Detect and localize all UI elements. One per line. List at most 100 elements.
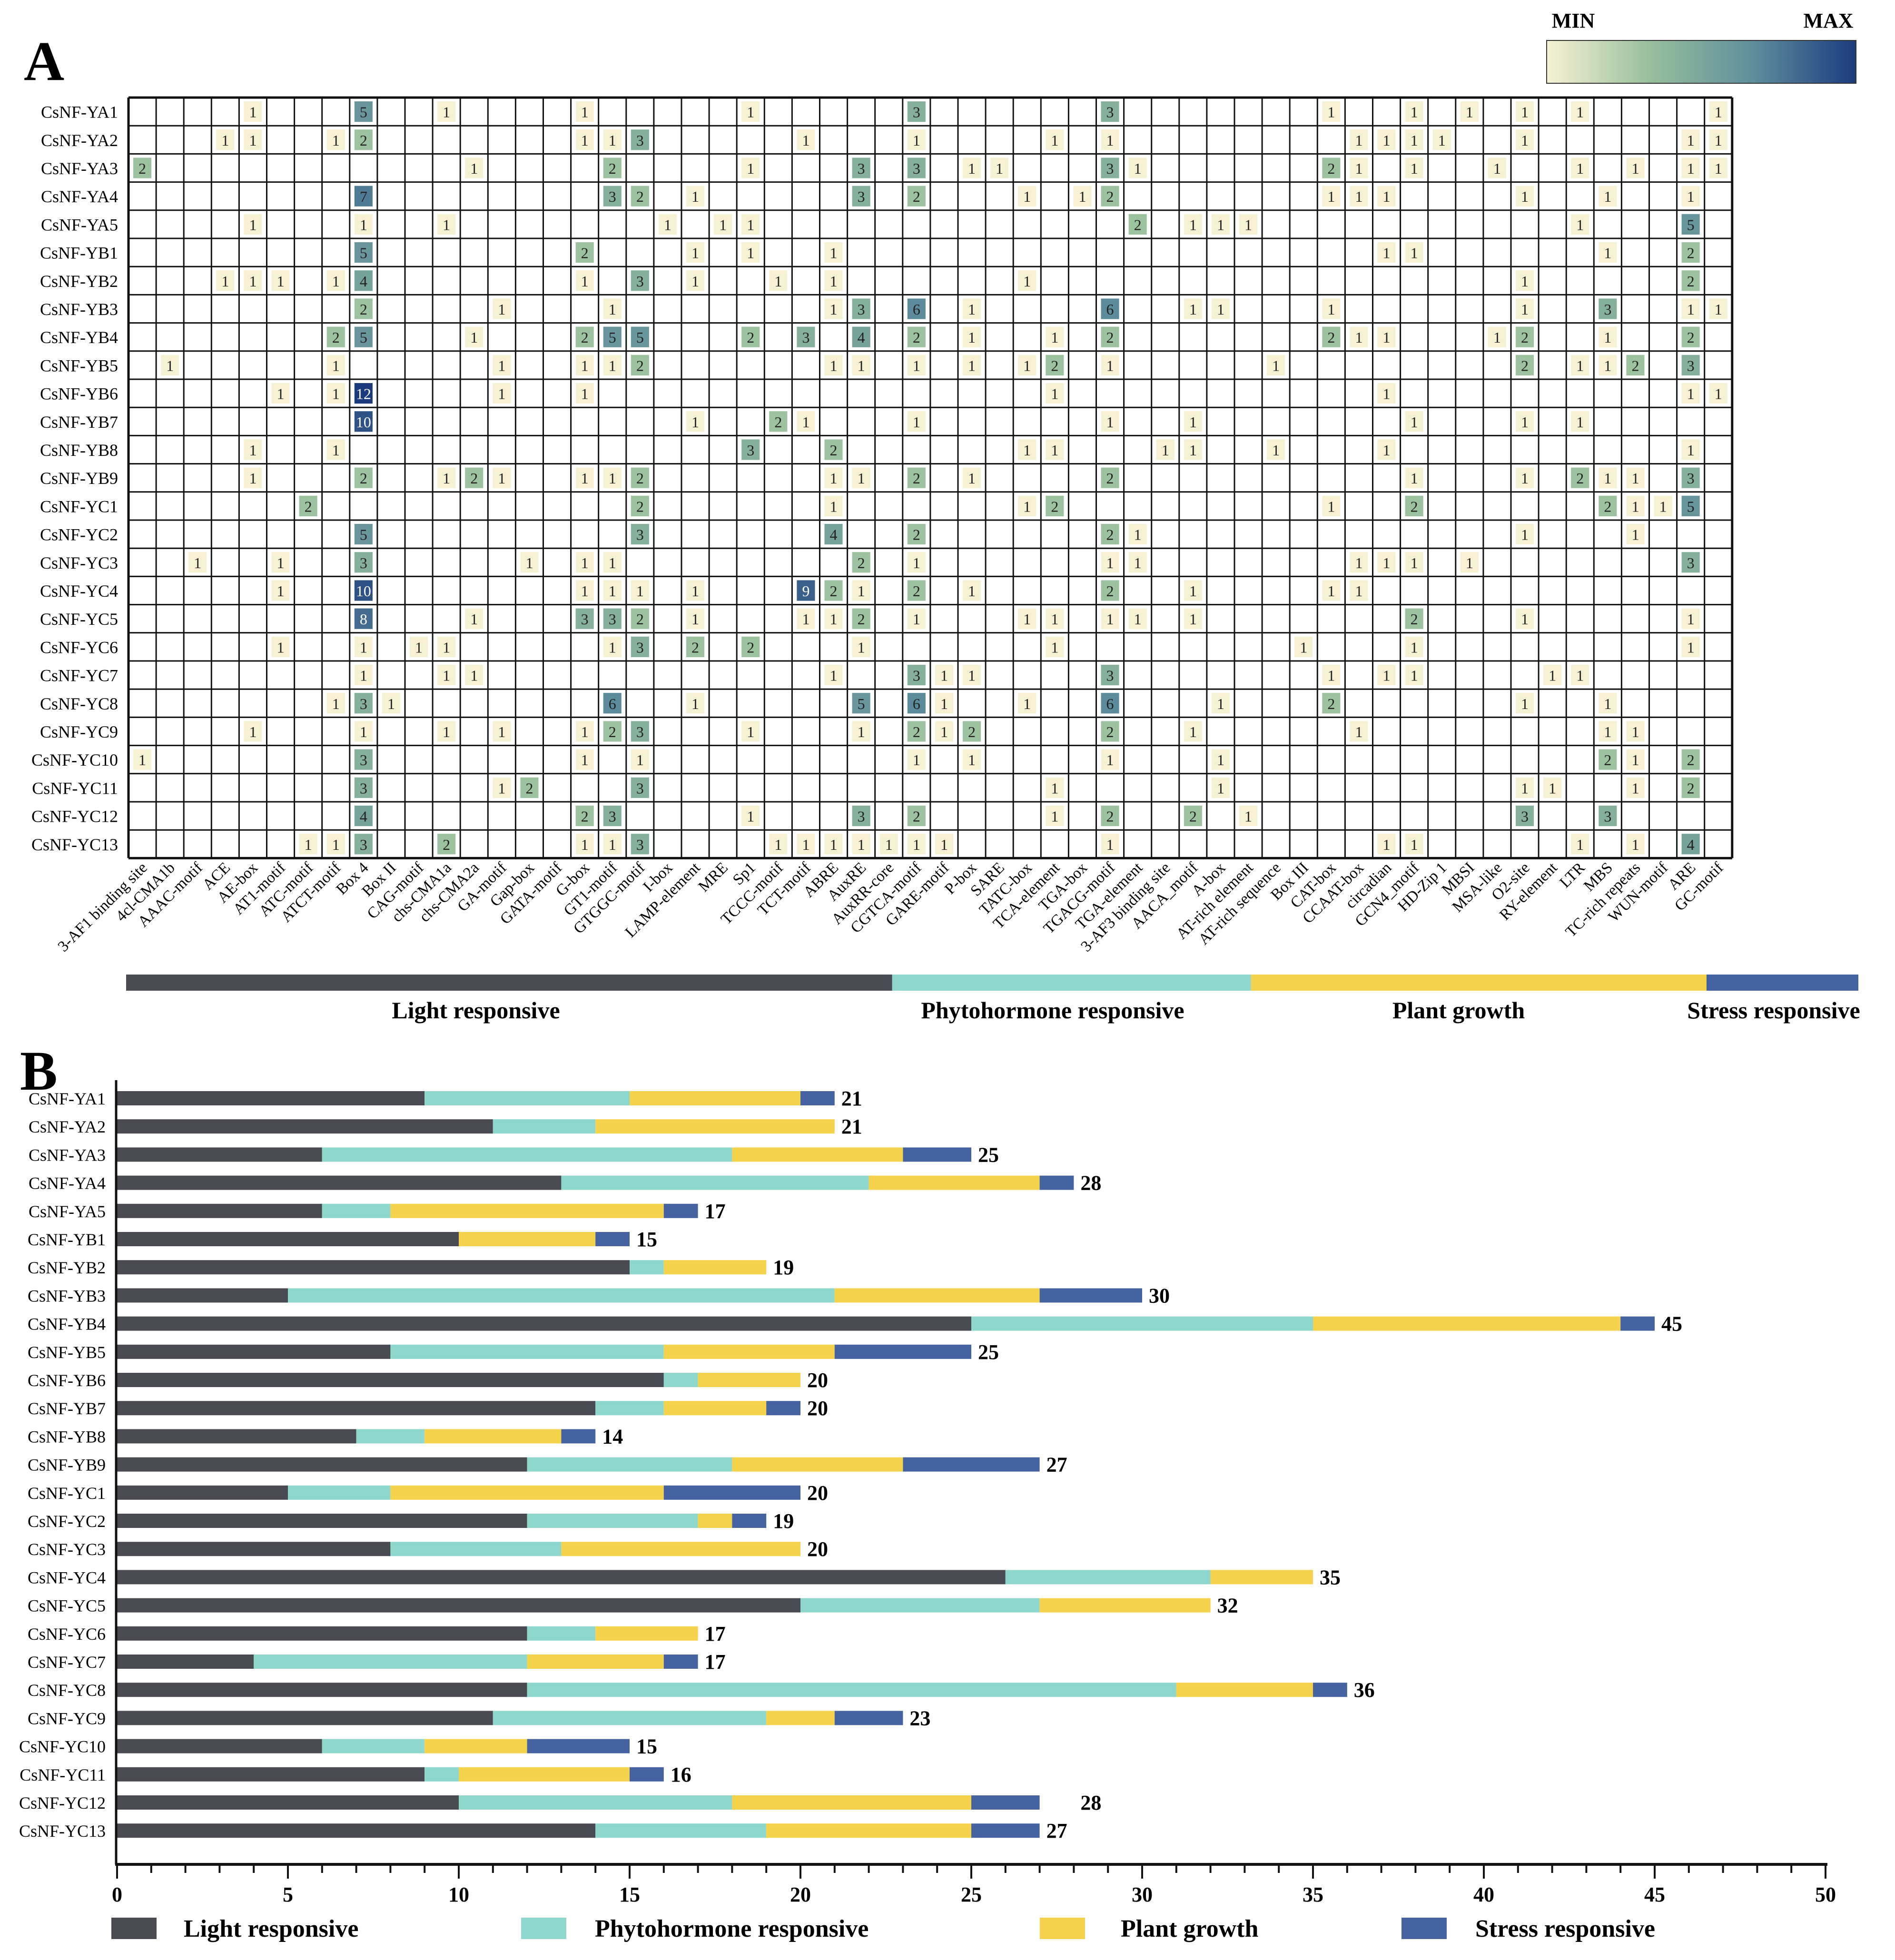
heatmap-cell <box>824 524 843 545</box>
heatmap-cell-value: 2 <box>581 808 589 825</box>
heatmap-cell-value: 1 <box>1189 216 1197 233</box>
heatmap-cell <box>1599 326 1617 347</box>
bar-segment <box>288 1288 835 1303</box>
heatmap-cell <box>1046 777 1064 798</box>
heatmap-cell-value: 1 <box>194 554 201 571</box>
bar-category-label: CsNF-YC9 <box>28 1709 106 1728</box>
heatmap-cell-value: 1 <box>1327 498 1335 515</box>
bar-segment <box>800 1091 835 1105</box>
heatmap-row-label: CsNF-YA2 <box>41 131 118 150</box>
heatmap-cell-value: 8 <box>360 611 367 628</box>
heatmap-cell-value: 1 <box>332 695 340 712</box>
heatmap-cell-value: 1 <box>249 104 257 121</box>
heatmap-cell-value: 1 <box>968 160 976 177</box>
heatmap-cell-value: 1 <box>1411 245 1418 262</box>
legend-swatch <box>111 1918 157 1939</box>
heatmap-cell-value: 1 <box>691 273 699 290</box>
bar-segment <box>527 1626 596 1641</box>
heatmap-cell <box>161 355 179 375</box>
heatmap-cell <box>1101 158 1119 178</box>
heatmap-cell <box>1599 721 1617 742</box>
heatmap-cell-value: 1 <box>940 667 948 684</box>
bar-segment <box>595 1401 664 1416</box>
heatmap-cell <box>271 270 290 291</box>
heatmap-cell-value: 1 <box>1300 639 1307 656</box>
heatmap-cell <box>1681 129 1700 150</box>
heatmap-cell <box>631 270 649 291</box>
heatmap-cell <box>1073 186 1092 207</box>
heatmap-cell <box>1046 806 1064 827</box>
heatmap-cell-value: 1 <box>249 216 257 233</box>
heatmap-cell-value: 1 <box>221 132 229 149</box>
heatmap-cell <box>1184 806 1202 827</box>
heatmap-cell-value: 1 <box>1521 779 1529 797</box>
heatmap-cell-value: 2 <box>1687 751 1695 768</box>
heatmap-cell <box>354 552 373 573</box>
heatmap-cell-value: 3 <box>609 808 616 825</box>
heatmap-cell <box>1101 467 1119 488</box>
heatmap-cell-value: 1 <box>1327 582 1335 600</box>
bar-segment <box>117 1401 596 1416</box>
heatmap-cell <box>1681 636 1700 657</box>
heatmap-cell-value: 1 <box>913 836 920 853</box>
heatmap-row-label: CsNF-YC1 <box>40 497 118 516</box>
bar-total-label: 27 <box>1046 1819 1067 1842</box>
heatmap-cell-value: 1 <box>1051 442 1058 459</box>
heatmap-cell-value: 5 <box>1687 498 1695 515</box>
heatmap-cell-value: 1 <box>1051 779 1058 797</box>
heatmap-cell <box>1377 242 1396 263</box>
heatmap-cell <box>1322 101 1341 122</box>
bar-segment <box>1620 1316 1655 1331</box>
heatmap-cell <box>631 721 649 742</box>
heatmap-cell-value: 1 <box>581 751 589 768</box>
heatmap-cell <box>1377 552 1396 573</box>
heatmap-cell <box>1046 383 1064 404</box>
bar-segment <box>903 1457 1040 1472</box>
heatmap-cell-value: 1 <box>498 779 505 797</box>
heatmap-cell-value: 1 <box>1687 188 1695 205</box>
heatmap-cell <box>1101 101 1119 122</box>
heatmap-cell-value: 3 <box>1106 104 1114 121</box>
heatmap-cell-value: 1 <box>1162 442 1169 459</box>
heatmap-cell-value: 1 <box>332 836 340 853</box>
heatmap-cell-value: 1 <box>581 357 589 374</box>
heatmap-cell-value: 1 <box>858 582 865 600</box>
heatmap-cell-value: 1 <box>1604 357 1611 374</box>
bar-total-label: 28 <box>1080 1172 1101 1195</box>
heatmap-cell <box>1101 834 1119 855</box>
bar-segment <box>903 1147 971 1162</box>
bar-category-label: CsNF-YC4 <box>28 1568 106 1587</box>
heatmap-cell-value: 1 <box>913 132 920 149</box>
heatmap-cell-value: 3 <box>1106 160 1114 177</box>
heatmap-cell <box>1681 608 1700 629</box>
heatmap-cell-value: 1 <box>1411 104 1418 121</box>
category-band <box>1706 975 1858 991</box>
heatmap-cell <box>935 834 953 855</box>
bar-category-label: CsNF-YC6 <box>28 1625 106 1644</box>
heatmap-cell <box>1571 214 1589 235</box>
heatmap-cell <box>244 439 262 460</box>
heatmap-cell <box>1571 158 1589 178</box>
heatmap-cell <box>1184 721 1202 742</box>
heatmap-cell <box>1571 411 1589 432</box>
heatmap-cell <box>824 467 843 488</box>
heatmap-cell <box>907 355 926 375</box>
heatmap-cell <box>935 693 953 714</box>
heatmap-cell-value: 1 <box>1327 188 1335 205</box>
heatmap-cell <box>1516 186 1534 207</box>
heatmap-cell-value: 1 <box>221 273 229 290</box>
heatmap-cell-value: 3 <box>1521 808 1529 825</box>
heatmap-cell <box>1516 467 1534 488</box>
x-tick-label: 15 <box>619 1883 640 1906</box>
heatmap-cell <box>686 270 705 291</box>
heatmap-cell <box>354 524 373 545</box>
heatmap-cell <box>354 186 373 207</box>
bar-total-label: 36 <box>1354 1678 1375 1702</box>
legend-swatch <box>1040 1918 1085 1939</box>
heatmap-cell-value: 3 <box>858 808 865 825</box>
heatmap-cell <box>686 580 705 601</box>
heatmap-cell <box>907 524 926 545</box>
bar-category-label: CsNF-YA4 <box>29 1174 106 1193</box>
heatmap-cell <box>1543 665 1562 686</box>
